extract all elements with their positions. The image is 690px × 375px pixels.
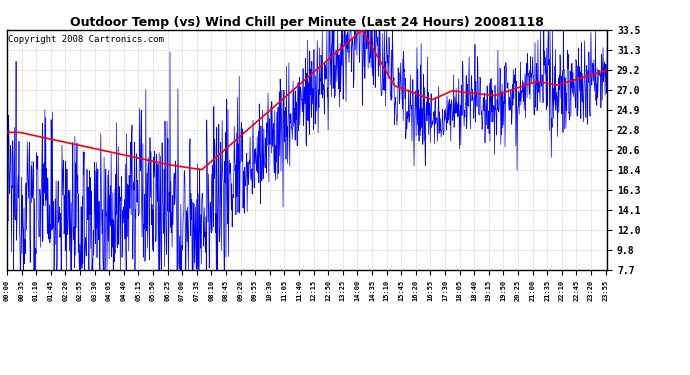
Title: Outdoor Temp (vs) Wind Chill per Minute (Last 24 Hours) 20081118: Outdoor Temp (vs) Wind Chill per Minute … bbox=[70, 16, 544, 29]
Text: Copyright 2008 Cartronics.com: Copyright 2008 Cartronics.com bbox=[8, 35, 164, 44]
